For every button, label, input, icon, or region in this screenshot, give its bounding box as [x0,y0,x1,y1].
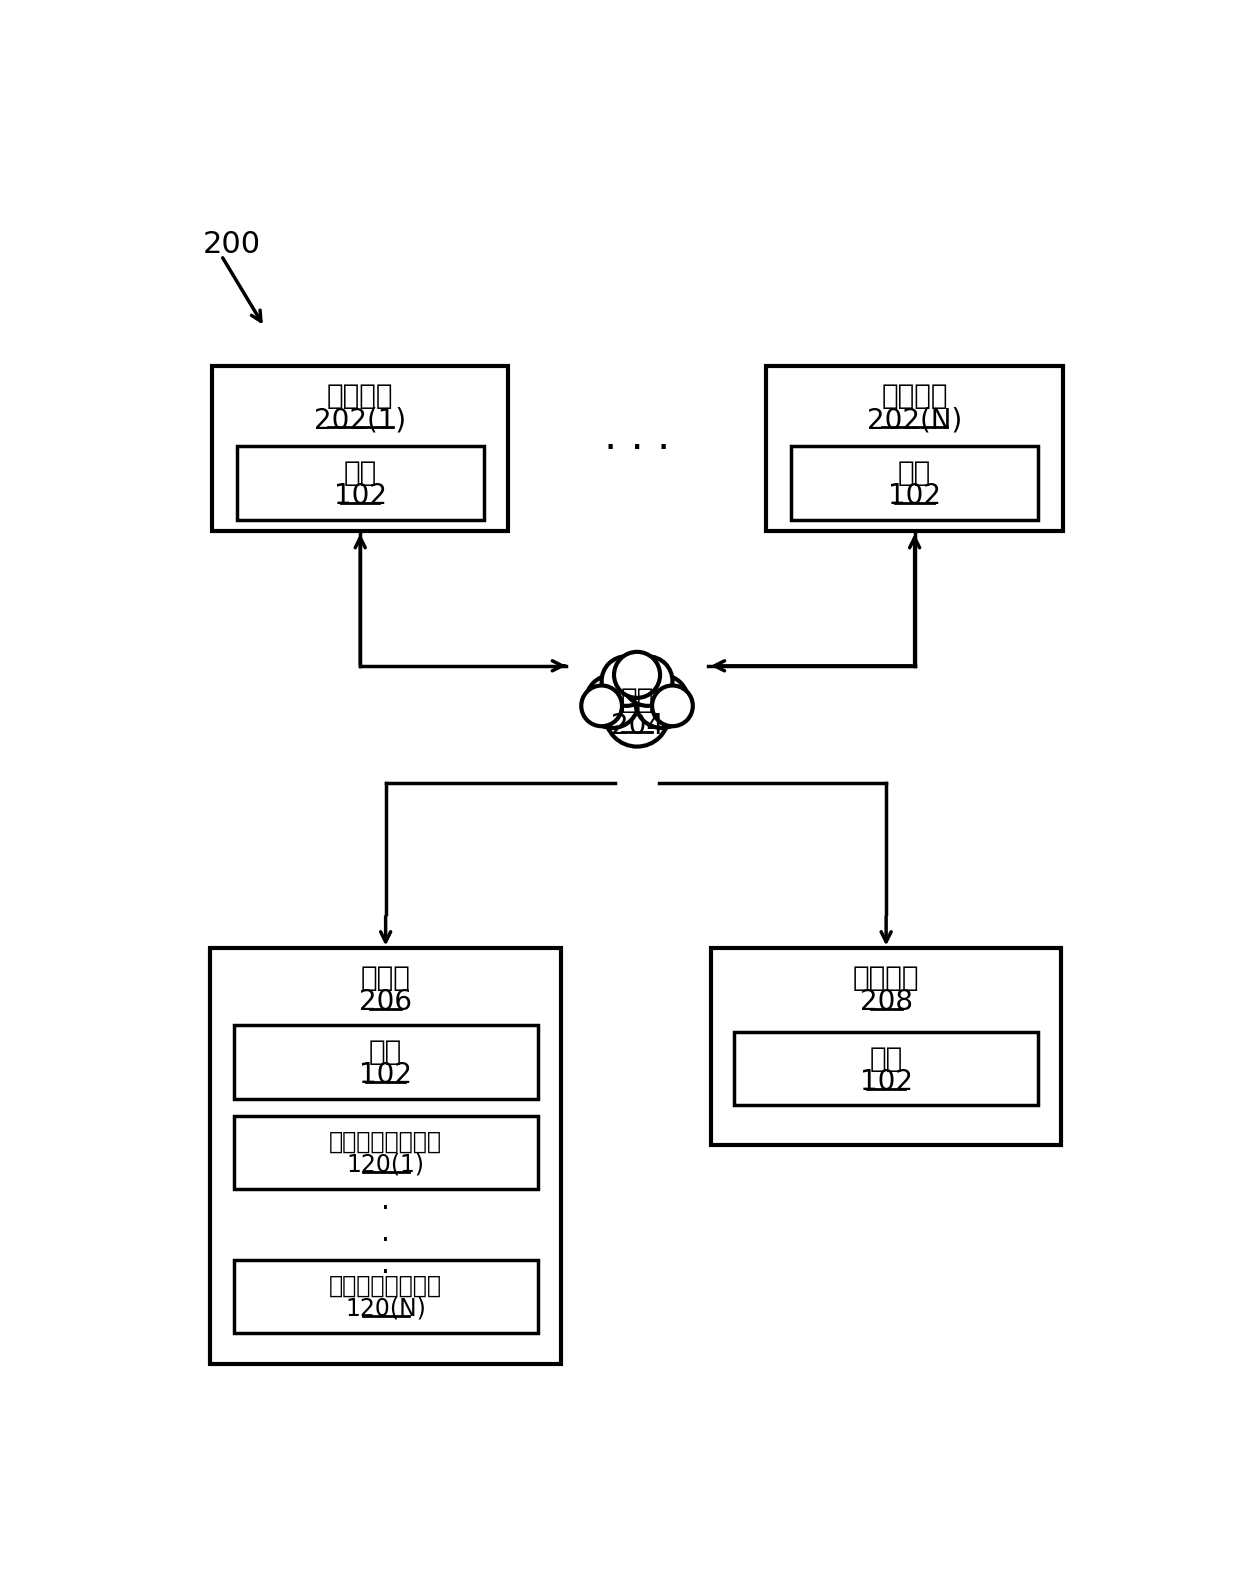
Text: 202(1): 202(1) [314,407,407,435]
Text: 202(N): 202(N) [867,407,962,435]
Circle shape [635,674,688,728]
Text: 网络: 网络 [620,685,653,714]
FancyBboxPatch shape [233,1260,538,1333]
Text: 102: 102 [360,1062,412,1089]
FancyBboxPatch shape [791,446,1038,519]
FancyBboxPatch shape [766,366,1063,530]
Circle shape [585,674,639,728]
Text: 消息协议配置文件: 消息协议配置文件 [329,1274,443,1298]
Text: 102: 102 [334,483,387,510]
Text: 208: 208 [859,988,913,1016]
Text: 102: 102 [859,1067,913,1095]
FancyBboxPatch shape [237,446,484,519]
Text: 204: 204 [610,712,663,739]
Text: · · ·: · · · [604,429,670,470]
Circle shape [582,685,622,727]
FancyBboxPatch shape [711,948,1061,1145]
Text: 服务器: 服务器 [361,964,410,991]
FancyBboxPatch shape [211,948,560,1365]
FancyBboxPatch shape [233,1026,538,1099]
FancyBboxPatch shape [233,1116,538,1189]
Text: 工业设备: 工业设备 [853,964,919,991]
Text: 模块: 模块 [869,1045,903,1073]
Text: 206: 206 [360,988,412,1016]
Text: 模块: 模块 [898,459,931,488]
Circle shape [605,682,668,747]
Text: ·
·
·: · · · [381,1195,391,1287]
Circle shape [614,652,660,698]
Text: 120(1): 120(1) [347,1152,424,1176]
Text: 计算设备: 计算设备 [882,383,947,410]
FancyBboxPatch shape [212,366,508,530]
Circle shape [622,657,672,706]
Circle shape [601,657,651,706]
Text: 120(N): 120(N) [345,1296,427,1320]
Text: 102: 102 [888,483,941,510]
Circle shape [652,685,693,727]
Text: 模块: 模块 [370,1038,402,1067]
Text: 模块: 模块 [343,459,377,488]
Text: 消息协议配置文件: 消息协议配置文件 [329,1130,443,1154]
FancyBboxPatch shape [734,1032,1038,1105]
Text: 200: 200 [203,230,260,260]
Text: 计算设备: 计算设备 [327,383,393,410]
